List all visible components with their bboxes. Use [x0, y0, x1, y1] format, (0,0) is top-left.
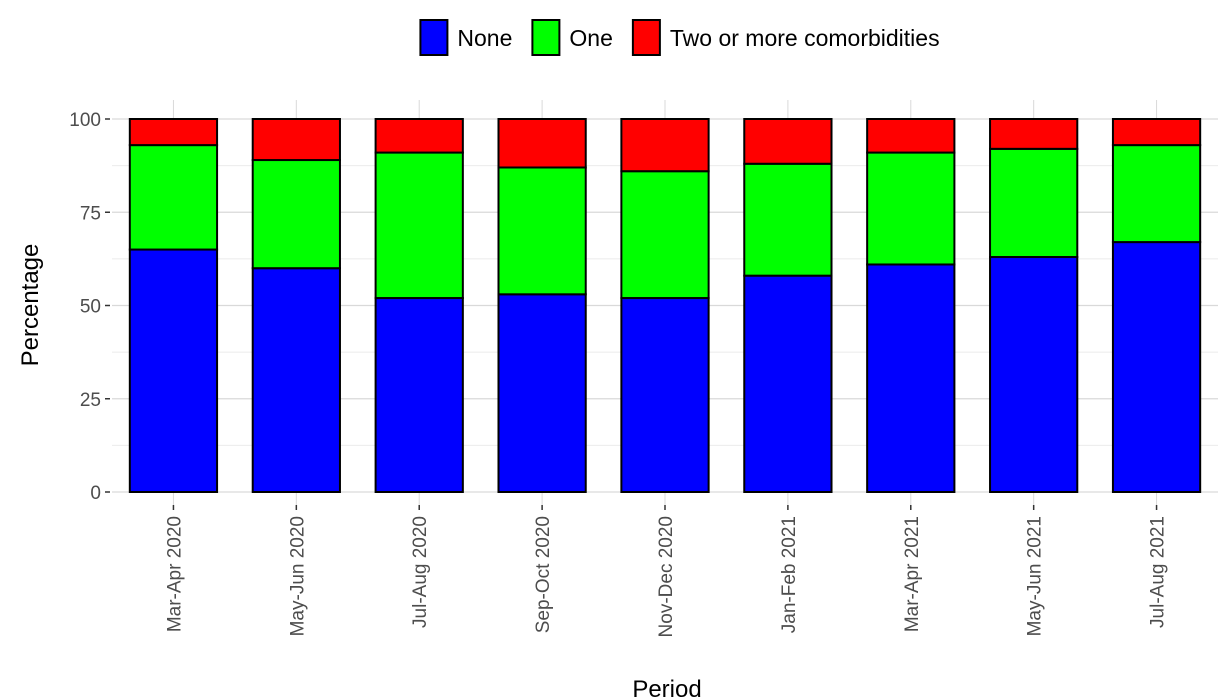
- x-tick-label: Mar-Apr 2021: [902, 516, 923, 632]
- legend-key: [419, 19, 449, 56]
- bar-segment: [374, 297, 464, 494]
- bar-segment: [128, 144, 219, 251]
- bar-segment: [989, 256, 1079, 494]
- bar-segment: [743, 162, 833, 277]
- bar-segment: [866, 151, 956, 266]
- x-tick-label: Sep-Oct 2020: [533, 516, 554, 633]
- bar-segment: [128, 118, 219, 147]
- bar-segment: [989, 147, 1079, 259]
- y-tick-label: 0: [90, 483, 101, 504]
- bar-segment: [374, 118, 464, 154]
- legend-key: [631, 19, 661, 56]
- x-tick-label: Mar-Apr 2020: [164, 516, 185, 632]
- x-tick-label: Jul-Aug 2021: [1148, 516, 1169, 628]
- y-tick-label: 50: [80, 297, 101, 318]
- y-axis-title: Percentage: [17, 244, 44, 367]
- legend-label: None: [457, 25, 512, 51]
- bar-segment: [374, 151, 464, 300]
- bar-segment: [866, 118, 956, 154]
- bar-segment: [866, 263, 956, 493]
- x-tick-label: Jan-Feb 2021: [779, 516, 800, 633]
- bar-segment: [251, 118, 341, 162]
- bar-segment: [251, 267, 341, 494]
- bar-segment: [743, 274, 833, 493]
- x-tick-label: May-Jun 2020: [287, 516, 308, 636]
- bar-segment: [989, 118, 1079, 150]
- x-tick-label: Nov-Dec 2020: [656, 516, 677, 637]
- x-axis-title: Period: [632, 676, 701, 700]
- bar-segment: [620, 170, 710, 300]
- x-tick-label: Jul-Aug 2020: [410, 516, 431, 628]
- bar-segment: [1111, 241, 1202, 493]
- bar-segment: [620, 118, 710, 173]
- x-tick-label: May-Jun 2021: [1025, 516, 1046, 636]
- legend-key: [531, 19, 561, 56]
- bar-segment: [497, 118, 587, 169]
- legend-label: Two or more comorbidities: [670, 25, 940, 51]
- y-tick-label: 75: [80, 203, 101, 224]
- legend-label: One: [569, 25, 612, 51]
- y-tick-label: 25: [80, 390, 101, 411]
- bar-segment: [1111, 144, 1202, 244]
- bar-segment: [743, 118, 833, 165]
- bar-segment: [497, 166, 587, 296]
- y-tick-label: 100: [69, 110, 101, 131]
- bar-segment: [128, 248, 219, 493]
- bar-segment: [1111, 118, 1202, 147]
- bar-segment: [251, 159, 341, 270]
- bar-segment: [620, 297, 710, 494]
- bar-segment: [497, 293, 587, 493]
